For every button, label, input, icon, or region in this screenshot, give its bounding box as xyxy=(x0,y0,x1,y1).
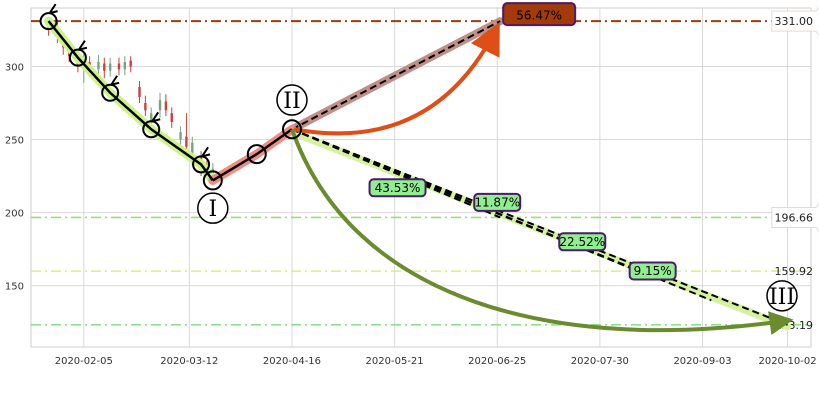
candle-body xyxy=(170,113,173,122)
zigzag-up-line xyxy=(212,128,293,182)
candle-body xyxy=(144,102,147,111)
percent-badge xyxy=(558,232,607,252)
percent-badge xyxy=(368,178,427,198)
x-tick-label: 2020-02-05 xyxy=(55,356,113,367)
wave-label-ring xyxy=(766,280,798,312)
candle-body xyxy=(138,86,141,98)
candle-body xyxy=(185,136,188,147)
percent-label: 11.87% xyxy=(474,195,520,209)
cycle-marker-tick xyxy=(78,40,88,51)
level-label: 196.66 xyxy=(775,211,814,224)
x-tick-label: 2020-06-25 xyxy=(468,356,526,367)
percent-label: 22.52% xyxy=(559,235,605,249)
badges: 56.47% 43.53% 11.87% 22.52% 9.15% xyxy=(368,2,677,281)
pivot-marker xyxy=(246,144,267,165)
x-tick-label: 2020-10-02 xyxy=(758,356,816,367)
percent-badge xyxy=(473,192,522,212)
percent-badge xyxy=(502,2,577,27)
x-tick-label: 2020-07-30 xyxy=(571,356,629,367)
level-label-box xyxy=(771,202,819,232)
wave-label: I xyxy=(208,197,217,222)
y-tick-label: 300 xyxy=(5,62,24,73)
cycle-marker-tick xyxy=(110,75,120,86)
projection-up-line xyxy=(291,20,501,131)
candle-body xyxy=(117,63,121,70)
wave-label: III xyxy=(769,285,795,310)
candle-body xyxy=(97,62,100,70)
x-tick-label: 2020-09-03 xyxy=(673,356,731,367)
level-label: 331.00 xyxy=(775,15,814,28)
candle-body xyxy=(123,62,127,70)
candle-body xyxy=(103,63,106,71)
percent-label: 9.15% xyxy=(634,264,672,278)
projection-line xyxy=(291,128,788,326)
candle-body xyxy=(191,142,194,155)
candle-body xyxy=(150,113,153,122)
percent-label: 56.47% xyxy=(516,9,562,23)
x-tick-label: 2020-05-21 xyxy=(366,356,424,367)
candle-body xyxy=(179,132,182,140)
candle-body xyxy=(164,101,168,111)
percent-badge xyxy=(628,261,677,281)
arc-down-arrow xyxy=(290,128,794,335)
level-label: 159.92 xyxy=(775,265,814,278)
cycle-marker-ring xyxy=(101,83,120,102)
candle-body xyxy=(129,60,132,67)
wave-label: II xyxy=(283,89,300,114)
pivot-marker xyxy=(281,119,302,140)
cycle-marker-tick xyxy=(201,146,211,158)
y-tick-label: 150 xyxy=(5,282,24,293)
arcs xyxy=(290,22,794,335)
wave-label-ring xyxy=(276,84,308,116)
candle-body xyxy=(108,63,112,71)
cycle-marker-ring xyxy=(68,48,87,67)
cycle-marker-ring xyxy=(142,120,161,139)
y-tick-label: 250 xyxy=(5,136,24,147)
level-label-box xyxy=(771,6,819,36)
x-tick-label: 2020-03-12 xyxy=(160,356,218,367)
cycle-marker-tick xyxy=(48,3,58,15)
arc-up-arrow xyxy=(293,22,500,136)
cycle-marker-tick xyxy=(151,111,161,123)
y-tick-label: 200 xyxy=(5,209,24,220)
x-tick-label: 2020-04-16 xyxy=(263,356,321,367)
cycle-marker-ring xyxy=(39,12,58,31)
cycle-marker-ring xyxy=(192,155,211,174)
candle-body xyxy=(158,100,162,111)
axes: 2020-02-05 2020-03-12 2020-04-16 2020-05-21… xyxy=(5,62,817,367)
wave-label-ring xyxy=(197,192,229,224)
pivot-marker xyxy=(202,170,223,191)
percent-label: 43.53% xyxy=(375,181,421,195)
